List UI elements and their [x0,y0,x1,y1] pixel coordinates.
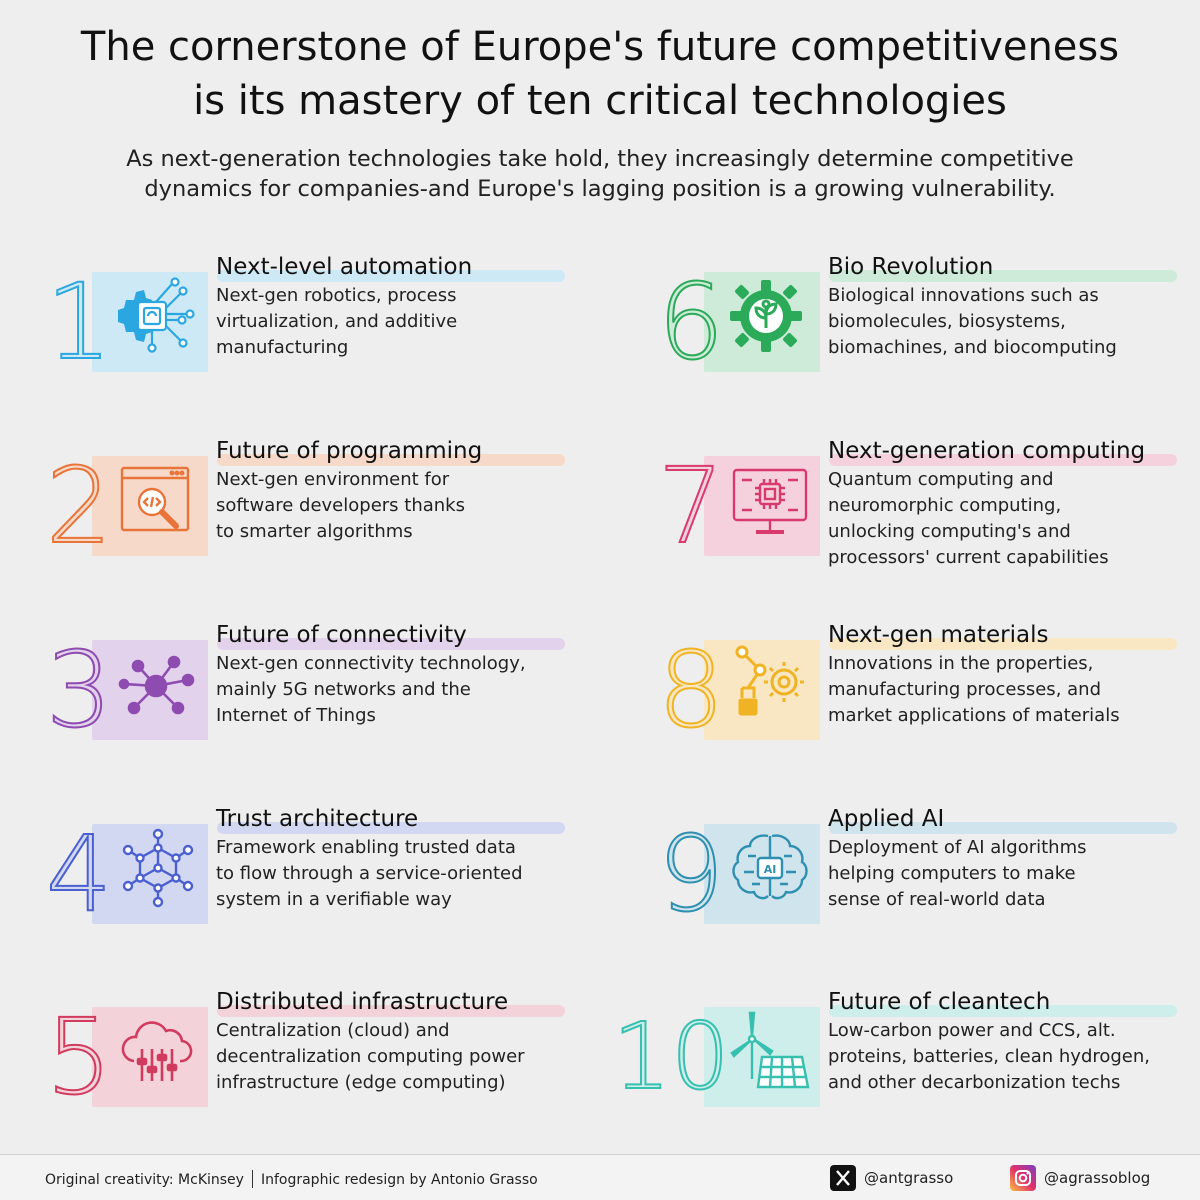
network-hub-icon [116,642,200,726]
item-title: Future of programming [216,438,483,464]
item-description: Next-gen robotics, process virtualizatio… [216,285,458,358]
icon-backdrop [704,640,820,740]
item-number: 10 [611,1002,730,1111]
item-title: Future of connectivity [216,622,467,648]
ai-brain-icon: AI [728,826,812,910]
tech-item-1: 1 Next-level automation Next-gen robotic… [24,254,614,414]
tech-item-8: 8 Next-gen materials Innovations in the … [636,622,1200,782]
title-highlight-bar [829,454,1177,466]
title-highlight-bar [217,454,565,466]
item-description: Low-carbon power and CCS, alt. proteins,… [828,1020,1151,1093]
tech-item-5: 5 Distributed infrastructure Centralizat… [24,989,614,1149]
tech-item-6: 6 [636,254,1200,414]
item-title: Next-level automation [216,254,473,280]
page-title-line-1: The cornerstone of Europe's future compe… [80,24,1120,70]
footer-divider [0,1154,1200,1155]
tech-item-3: 3 Future of connectivity Next-gen connec… [24,622,614,782]
icon-backdrop-edge [204,640,208,740]
item-description: Innovations in the properties, manufactu… [828,653,1120,726]
item-title: Next-generation computing [828,438,1146,464]
title-highlight-bar [217,638,565,650]
item-title: Next-gen materials [828,622,1049,648]
item-title: Bio Revolution [828,254,994,280]
item-title: Applied AI [828,806,945,832]
icon-backdrop-edge [816,456,820,556]
item-number: 1 [45,261,113,383]
item-description: Biological innovations such as biomolecu… [828,285,1117,358]
icon-backdrop-edge [816,824,820,924]
robot-arm-gear-icon [728,642,812,726]
item-title: Future of cleantech [828,989,1051,1015]
item-number: 2 [45,445,113,567]
title-highlight-bar [217,822,565,834]
gear-plant-icon [728,274,812,358]
icon-backdrop [92,824,208,924]
icon-backdrop-edge [204,824,208,924]
icon-backdrop-edge [816,640,820,740]
item-number: 6 [657,261,725,383]
footer-separator [251,1170,253,1188]
item-title: Trust architecture [216,806,419,832]
title-highlight-bar [829,270,1177,282]
cloud-sliders-icon [116,1009,200,1093]
item-description: Next-gen environment for software develo… [216,469,465,542]
wind-turbine-solar-icon [728,1009,812,1093]
item-title: Distributed infrastructure [216,989,509,1015]
tech-item-7: 7 Next-generation computing Quantum comp… [636,438,1200,598]
tech-item-4: 4 Trust architecture Framework enabling … [24,806,614,966]
item-number: 3 [45,629,113,751]
page-title: The cornerstone of Europe's future compe… [0,20,1200,128]
title-highlight-bar [217,270,565,282]
original-credit: Original creativity: McKinsey [45,1172,244,1188]
item-number: 8 [657,629,725,751]
instagram-handle: @agrassoblog [1044,1169,1151,1187]
item-description: Quantum computing and neuromorphic compu… [828,469,1109,568]
item-number: 7 [657,445,725,567]
footer-credits: Original creativity: McKinsey Infographic… [45,1170,538,1188]
icon-backdrop-edge [204,456,208,556]
title-highlight-bar [829,822,1177,834]
page-subtitle-line-1: As next-generation technologies take hol… [126,146,1074,172]
item-description: Centralization (cloud) and decentralizat… [216,1020,525,1093]
item-description: Deployment of AI algorithms helping comp… [828,837,1087,910]
ai-chip-label: AI [764,863,777,876]
page-subtitle-line-2: dynamics for companies-and Europe's lagg… [144,176,1056,202]
footer-bar [0,1155,1200,1200]
redesign-credit: Infographic redesign by Antonio Grasso [260,1172,538,1188]
icon-backdrop-edge [204,272,208,372]
tech-item-10: 10 Future of cleantech Low-carbon power … [611,989,1200,1149]
title-highlight-bar [829,1005,1177,1017]
item-description: Framework enabling trusted data to flow … [216,837,523,910]
item-number: 4 [45,813,113,935]
hexagon-network-icon [116,826,200,910]
icon-backdrop-edge [204,1007,208,1107]
icon-backdrop-edge [816,272,820,372]
item-description: Next-gen connectivity technology, mainly… [216,653,526,726]
page-title-line-2: is its mastery of ten critical technolog… [193,78,1007,124]
icon-backdrop-edge [816,1007,820,1107]
gear-chip-icon [116,274,200,358]
instagram-logo-icon [1010,1165,1036,1191]
title-highlight-bar [829,638,1177,650]
monitor-chip-icon [728,458,812,542]
icon-backdrop [704,456,820,556]
page-subtitle: As next-generation technologies take hol… [20,144,1180,204]
item-number: 9 [657,813,725,935]
code-window-magnifier-icon [116,458,200,542]
tech-item-9: 9 AI Applied AI Deployment of AI algorit… [636,806,1200,966]
x-logo-icon [830,1165,856,1191]
x-handle: @antgrasso [864,1169,954,1187]
title-highlight-bar [217,1005,565,1017]
item-number: 5 [45,996,113,1118]
tech-item-2: 2 Future of programming Next-gen environ… [24,438,614,598]
